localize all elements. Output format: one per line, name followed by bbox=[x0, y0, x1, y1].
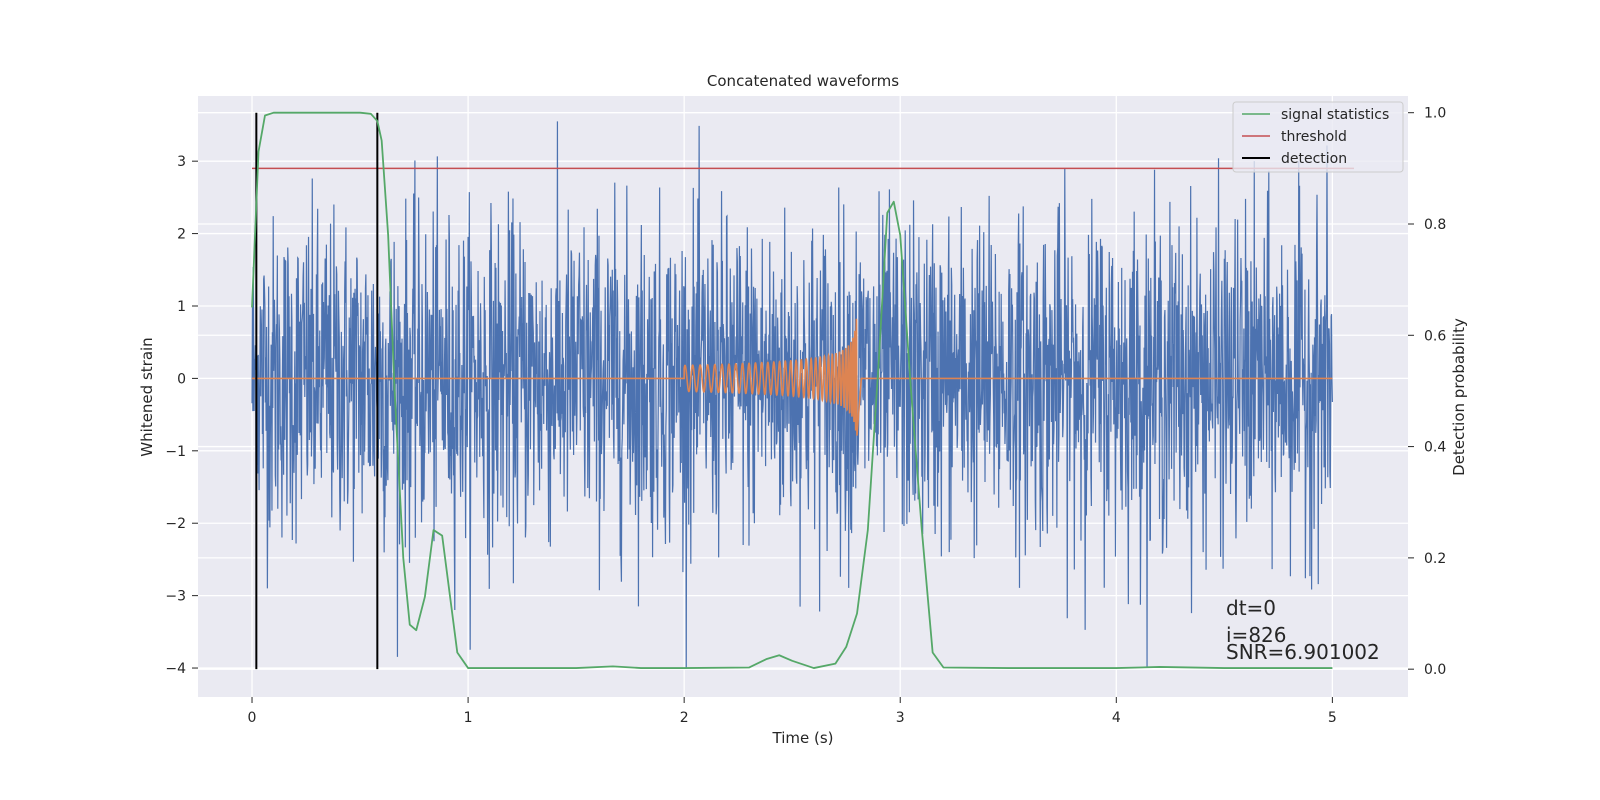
tick-labels: 0 1 2 3 4 5 3 2 1 0 −1 −2 −3 −4 1.0 0.8 0.6 0.4 0.2 0.0 bbox=[165, 106, 1446, 726]
y2-tick-label: 0.6 bbox=[1424, 328, 1446, 344]
x-axis-label: Time (s) bbox=[772, 729, 834, 747]
series-layer bbox=[251, 111, 1354, 670]
y2-tick-label: 0.8 bbox=[1424, 217, 1446, 233]
y2-axis-label: Detection probability bbox=[1450, 318, 1468, 476]
x-tick-label: 4 bbox=[1112, 710, 1121, 726]
y-tick-label: 2 bbox=[177, 227, 186, 243]
grid bbox=[198, 96, 1408, 697]
y-tick-label: 3 bbox=[177, 154, 186, 170]
annotation-dt: dt=0 bbox=[1226, 596, 1276, 620]
x-tick-label: 5 bbox=[1328, 710, 1337, 726]
chart-title: Concatenated waveforms bbox=[707, 72, 899, 90]
y-tick-label: 0 bbox=[177, 371, 186, 387]
x-tick-label: 3 bbox=[896, 710, 905, 726]
x-tick-label: 0 bbox=[248, 710, 257, 726]
y-tick-label: −4 bbox=[165, 661, 186, 677]
y-axis-label: Whitened strain bbox=[138, 337, 156, 456]
y-tick-label: 1 bbox=[177, 299, 186, 315]
y2-tick-label: 0.2 bbox=[1424, 551, 1446, 567]
legend: signal statistics threshold detection bbox=[1232, 101, 1404, 173]
y-tick-label: −2 bbox=[165, 516, 186, 532]
x-tick-label: 2 bbox=[680, 710, 689, 726]
annotation-index: i=826 bbox=[1226, 623, 1287, 647]
y-tick-label: −3 bbox=[165, 589, 186, 605]
y2-tick-label: 0.0 bbox=[1424, 662, 1446, 678]
y-tick-label: −1 bbox=[165, 444, 186, 460]
legend-label-signal-statistics: signal statistics bbox=[1281, 107, 1389, 123]
waveform-series-line bbox=[252, 318, 1333, 436]
y2-tick-label: 1.0 bbox=[1424, 106, 1446, 122]
annotation-snr: SNR=6.901002 bbox=[1226, 640, 1380, 664]
legend-box bbox=[1232, 101, 1404, 173]
legend-label-threshold: threshold bbox=[1281, 129, 1347, 145]
legend-label-detection: detection bbox=[1281, 151, 1347, 167]
annotations: dt=0 i=826 SNR=6.901002 bbox=[1226, 596, 1380, 664]
signal-statistics-line bbox=[251, 111, 1333, 669]
x-tick-label: 1 bbox=[464, 710, 473, 726]
y2-tick-label: 0.4 bbox=[1424, 440, 1446, 456]
